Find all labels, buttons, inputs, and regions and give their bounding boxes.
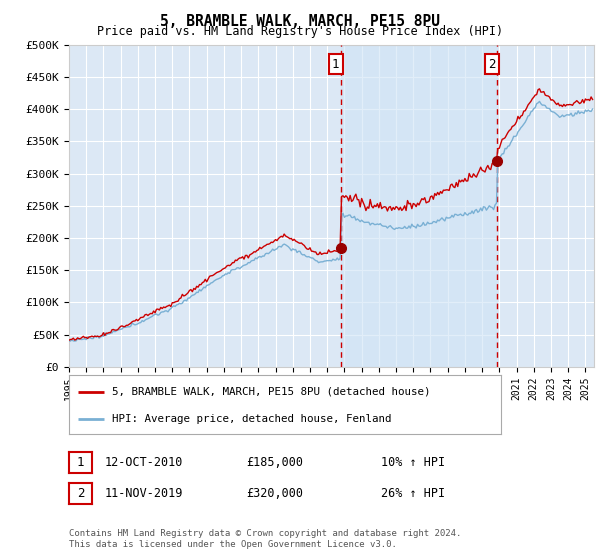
Text: 2: 2: [77, 487, 84, 500]
Text: 5, BRAMBLE WALK, MARCH, PE15 8PU (detached house): 5, BRAMBLE WALK, MARCH, PE15 8PU (detach…: [112, 386, 431, 396]
Text: Contains HM Land Registry data © Crown copyright and database right 2024.
This d: Contains HM Land Registry data © Crown c…: [69, 529, 461, 549]
Text: 10% ↑ HPI: 10% ↑ HPI: [381, 456, 445, 469]
Text: £320,000: £320,000: [246, 487, 303, 500]
Text: 1: 1: [332, 58, 340, 71]
Text: 12-OCT-2010: 12-OCT-2010: [105, 456, 184, 469]
Text: 2: 2: [488, 58, 496, 71]
Text: 1: 1: [77, 456, 84, 469]
Text: HPI: Average price, detached house, Fenland: HPI: Average price, detached house, Fenl…: [112, 414, 392, 424]
Bar: [341, 45, 497, 367]
Text: 11-NOV-2019: 11-NOV-2019: [105, 487, 184, 500]
Text: 5, BRAMBLE WALK, MARCH, PE15 8PU: 5, BRAMBLE WALK, MARCH, PE15 8PU: [160, 14, 440, 29]
Text: Price paid vs. HM Land Registry's House Price Index (HPI): Price paid vs. HM Land Registry's House …: [97, 25, 503, 38]
Text: £185,000: £185,000: [246, 456, 303, 469]
Text: 26% ↑ HPI: 26% ↑ HPI: [381, 487, 445, 500]
